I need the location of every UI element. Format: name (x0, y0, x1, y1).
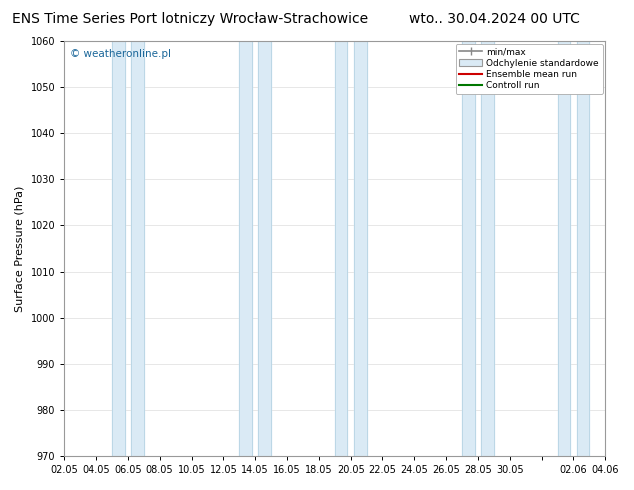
Text: wto.. 30.04.2024 00 UTC: wto.. 30.04.2024 00 UTC (409, 12, 580, 26)
Bar (335, 41, 347, 456)
Bar (239, 41, 252, 456)
Bar (112, 41, 125, 456)
Bar (354, 41, 366, 456)
Legend: min/max, Odchylenie standardowe, Ensemble mean run, Controll run: min/max, Odchylenie standardowe, Ensembl… (456, 44, 602, 94)
Bar (131, 41, 144, 456)
Bar (481, 41, 494, 456)
Bar (576, 41, 590, 456)
Text: © weatheronline.pl: © weatheronline.pl (70, 49, 171, 59)
Y-axis label: Surface Pressure (hPa): Surface Pressure (hPa) (15, 185, 25, 312)
Bar (557, 41, 570, 456)
Text: ENS Time Series Port lotniczy Wrocław-Strachowice: ENS Time Series Port lotniczy Wrocław-St… (12, 12, 368, 26)
Bar (462, 41, 475, 456)
Bar (258, 41, 271, 456)
